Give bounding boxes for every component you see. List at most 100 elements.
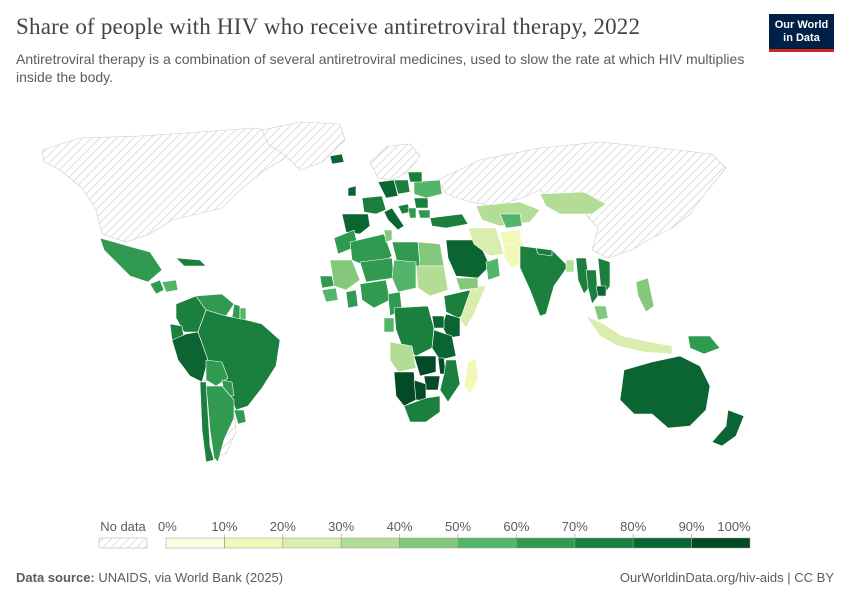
country-botswana[interactable]: Botswana bbox=[413, 379, 427, 401]
world-map: North America (no data)Greenland (no dat… bbox=[41, 121, 745, 463]
country-cuba[interactable]: Cuba bbox=[175, 257, 207, 267]
country-serbia[interactable]: Serbia bbox=[407, 207, 417, 219]
country-iran[interactable]: Iran bbox=[467, 227, 505, 257]
country-ukraine[interactable]: Ukraine bbox=[413, 179, 443, 199]
country-scandinavia-no-data[interactable]: Scandinavia (no data) bbox=[369, 143, 421, 181]
color-legend: No data 0% 10% 20% 30% 40% 50% 60% 70% 80% 90% 100% bbox=[98, 519, 751, 549]
country-oman[interactable]: Oman bbox=[485, 257, 501, 281]
country-greenland-no-data[interactable]: Greenland (no data) bbox=[261, 121, 346, 171]
country-romania[interactable]: Romania bbox=[413, 197, 429, 209]
country-gabon[interactable]: Gabon bbox=[383, 317, 395, 333]
country-dr-congo[interactable]: DR Congo bbox=[393, 305, 435, 357]
country-somalia[interactable]: Somalia bbox=[459, 285, 487, 329]
country-mexico[interactable]: Mexico bbox=[99, 237, 163, 283]
country-egypt[interactable]: Egypt bbox=[417, 241, 445, 267]
country-malaysia[interactable]: Malaysia bbox=[593, 305, 609, 321]
country-mozambique[interactable]: Mozambique bbox=[439, 359, 461, 403]
country-belarus[interactable]: Belarus bbox=[407, 171, 423, 183]
country-senegal[interactable]: Senegal bbox=[319, 275, 335, 289]
country-tanzania[interactable]: Tanzania bbox=[431, 329, 457, 361]
legend-tick-label: 0% bbox=[158, 519, 177, 534]
chart-title: Share of people with HIV who receive ant… bbox=[16, 14, 641, 39]
country-uganda[interactable]: Uganda bbox=[431, 315, 445, 329]
owid-logo[interactable]: Our World in Data bbox=[769, 14, 834, 52]
chart-subtitle: Antiretroviral therapy is a combination … bbox=[16, 51, 745, 85]
country-guatemala[interactable]: Guatemala bbox=[149, 279, 165, 295]
country-papua-new-guinea[interactable]: Papua New Guinea bbox=[687, 335, 721, 355]
legend-swatch-7[interactable] bbox=[574, 537, 634, 549]
legend-tick-label: 10% bbox=[211, 519, 237, 534]
legend-swatch-1[interactable] bbox=[224, 537, 284, 549]
country-niger[interactable]: Niger bbox=[359, 257, 395, 283]
country-philippines[interactable]: Philippines bbox=[635, 277, 655, 313]
country-madagascar[interactable]: Madagascar bbox=[463, 357, 479, 395]
country-bangladesh[interactable]: Bangladesh bbox=[565, 259, 575, 273]
country-australia[interactable]: Australia bbox=[619, 355, 711, 429]
country-nigeria[interactable]: Nigeria bbox=[359, 279, 391, 309]
legend-tick-label: 80% bbox=[620, 519, 646, 534]
country-germany[interactable]: Germany bbox=[377, 179, 399, 199]
country-france[interactable]: France bbox=[361, 195, 387, 215]
country-cambodia[interactable]: Cambodia bbox=[595, 285, 607, 297]
country-tunisia[interactable]: Tunisia bbox=[383, 229, 393, 243]
country-indonesia[interactable]: Indonesia bbox=[585, 315, 673, 355]
country-bulgaria[interactable]: Bulgaria bbox=[417, 209, 431, 219]
legend-swatch-5[interactable] bbox=[457, 537, 517, 549]
country-mali[interactable]: Mali bbox=[329, 259, 361, 291]
country-uzbekistan[interactable]: Uzbekistan bbox=[499, 213, 523, 229]
data-source: Data source: UNAIDS, via World Bank (202… bbox=[16, 570, 283, 585]
country-ireland[interactable]: Ireland bbox=[347, 185, 357, 197]
legend-tick-label: 20% bbox=[270, 519, 296, 534]
country-zimbabwe[interactable]: Zimbabwe bbox=[423, 375, 441, 391]
legend-swatch-4[interactable] bbox=[399, 537, 459, 549]
country-turkey[interactable]: Turkey bbox=[429, 213, 469, 229]
country-guinea[interactable]: Guinea bbox=[321, 287, 339, 303]
legend-no-data-label: No data bbox=[100, 519, 146, 534]
legend-tick-label: 40% bbox=[387, 519, 413, 534]
legend-swatch-8[interactable] bbox=[632, 537, 692, 549]
country-mongolia[interactable]: Mongolia bbox=[539, 191, 607, 215]
country-spain[interactable]: Spain bbox=[341, 213, 371, 235]
source-label: Data source: bbox=[16, 570, 95, 585]
country-namibia[interactable]: Namibia bbox=[393, 371, 417, 407]
legend-tick-label: 90% bbox=[679, 519, 705, 534]
country-poland[interactable]: Poland bbox=[393, 179, 411, 195]
logo-line-2: in Data bbox=[783, 32, 820, 44]
country-myanmar[interactable]: Myanmar bbox=[575, 257, 591, 295]
country-yemen[interactable]: Yemen bbox=[455, 277, 479, 291]
country-chad[interactable]: Chad bbox=[391, 259, 417, 293]
country-peru[interactable]: Peru bbox=[171, 331, 209, 383]
legend-tick-label: 30% bbox=[328, 519, 354, 534]
legend-tick-label: 60% bbox=[503, 519, 529, 534]
source-url-link[interactable]: OurWorldinData.org/hiv-aids | CC BY bbox=[619, 570, 834, 585]
logo-line-1: Our World bbox=[774, 19, 829, 31]
country-north-america-no-data[interactable]: North America (no data) bbox=[41, 127, 301, 243]
country-chile[interactable]: Chile bbox=[199, 381, 215, 463]
country-ghana[interactable]: Ghana bbox=[345, 289, 359, 309]
legend-swatch-3[interactable] bbox=[340, 537, 400, 549]
country-angola[interactable]: Angola bbox=[389, 341, 417, 373]
country-uruguay[interactable]: Uruguay bbox=[233, 409, 247, 425]
country-italy[interactable]: Italy bbox=[383, 207, 405, 231]
legend-tick-label: 100% bbox=[717, 519, 751, 534]
country-thailand[interactable]: Thailand bbox=[585, 269, 599, 305]
country-new-zealand[interactable]: New Zealand bbox=[711, 409, 745, 447]
country-suriname[interactable]: Suriname bbox=[239, 307, 247, 321]
country-iceland[interactable]: Iceland bbox=[329, 153, 345, 165]
legend-tick-label: 70% bbox=[562, 519, 588, 534]
legend-tick-label: 50% bbox=[445, 519, 471, 534]
legend-swatch-2[interactable] bbox=[282, 537, 342, 549]
country-venezuela[interactable]: Venezuela bbox=[195, 293, 235, 317]
legend-swatch-0[interactable] bbox=[165, 537, 225, 549]
legend-swatch-6[interactable] bbox=[516, 537, 576, 549]
country-south-africa[interactable]: South Africa bbox=[403, 395, 441, 423]
country-sudan[interactable]: Sudan bbox=[415, 265, 449, 297]
country-honduras[interactable]: Honduras bbox=[161, 279, 179, 293]
legend-swatch-9[interactable] bbox=[691, 537, 751, 549]
source-text: UNAIDS, via World Bank (2025) bbox=[98, 570, 284, 585]
country-zambia[interactable]: Zambia bbox=[413, 355, 437, 377]
country-argentina[interactable]: Argentina bbox=[205, 385, 235, 463]
legend-no-data-swatch[interactable] bbox=[98, 537, 148, 549]
country-nepal[interactable]: Nepal bbox=[535, 247, 553, 257]
country-india[interactable]: India bbox=[519, 245, 569, 317]
